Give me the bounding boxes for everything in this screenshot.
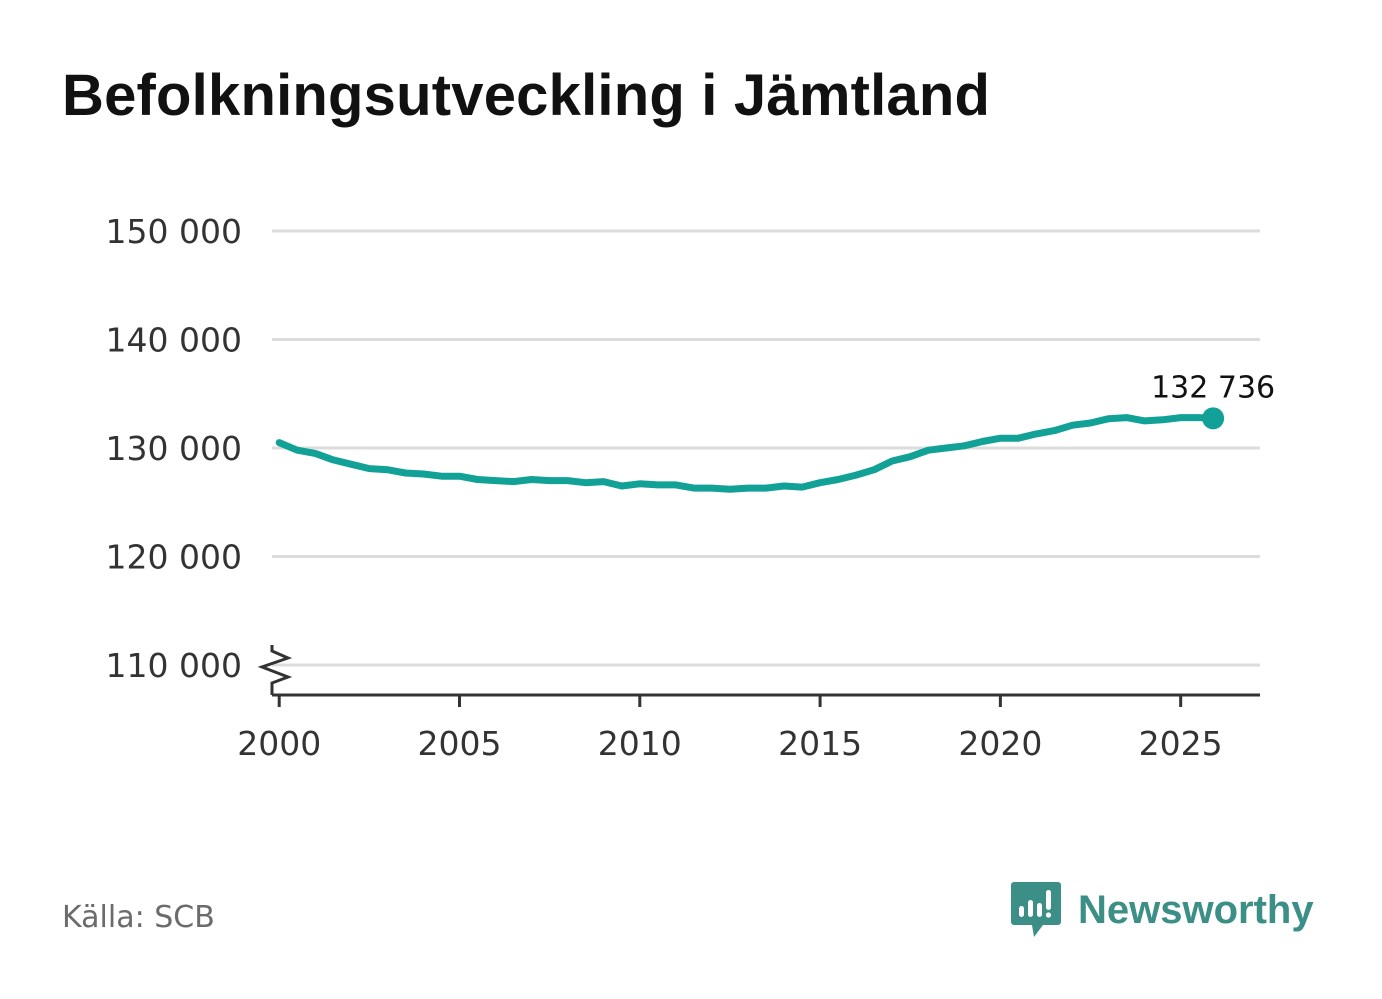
y-axis-labels: 110 000 120 000 130 000 140 000 150 000 xyxy=(106,212,242,685)
x-axis-labels: 2000 2005 2010 2015 2020 2025 xyxy=(237,724,1222,763)
brand-logo[interactable]: Newsworthy xyxy=(1010,880,1314,940)
series-layer xyxy=(275,414,1217,493)
y-tick-label: 130 000 xyxy=(106,429,242,468)
x-axis xyxy=(257,645,1260,707)
end-value-label: 132 736 xyxy=(1151,370,1275,405)
series-line xyxy=(275,414,1217,493)
x-tick-label: 2020 xyxy=(958,724,1042,763)
x-tick-label: 2000 xyxy=(237,724,321,763)
x-tick-label: 2015 xyxy=(778,724,862,763)
x-tick-label: 2025 xyxy=(1139,724,1223,763)
x-tick-label: 2005 xyxy=(418,724,502,763)
grid-lines xyxy=(272,229,1260,667)
newsworthy-logo-icon xyxy=(1011,882,1061,937)
y-tick-label: 120 000 xyxy=(106,538,242,577)
end-point-marker xyxy=(1202,407,1225,430)
brand-name: Newsworthy xyxy=(1078,887,1314,932)
chart-title: Befolkningsutveckling i Jämtland xyxy=(62,63,991,128)
source-label: Källa: SCB xyxy=(62,900,215,935)
axis-break-marker xyxy=(257,645,293,695)
x-tick-label: 2010 xyxy=(598,724,682,763)
y-tick-label: 110 000 xyxy=(106,646,242,685)
y-tick-label: 140 000 xyxy=(106,321,242,360)
annotations: 132 736 xyxy=(1151,370,1275,430)
y-tick-label: 150 000 xyxy=(106,212,242,251)
